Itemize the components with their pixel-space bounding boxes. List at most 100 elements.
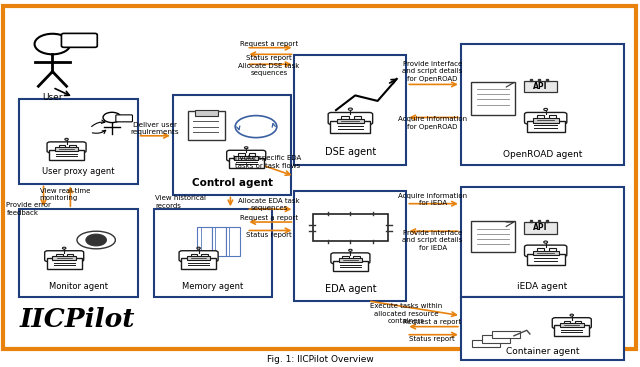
FancyBboxPatch shape [575,321,581,324]
FancyBboxPatch shape [314,214,388,241]
FancyBboxPatch shape [191,254,197,257]
FancyBboxPatch shape [532,251,559,255]
FancyBboxPatch shape [353,256,360,259]
Circle shape [544,241,548,243]
FancyBboxPatch shape [294,191,406,301]
FancyBboxPatch shape [47,258,82,269]
FancyBboxPatch shape [19,99,138,184]
Text: API: API [533,224,547,232]
Text: User: User [42,93,63,102]
FancyBboxPatch shape [52,256,76,260]
FancyBboxPatch shape [537,116,544,119]
FancyBboxPatch shape [179,251,218,262]
FancyBboxPatch shape [525,112,567,124]
Text: Container agent: Container agent [506,347,579,356]
Text: Invoke specific EDA
tasks or task flows: Invoke specific EDA tasks or task flows [234,156,301,169]
FancyBboxPatch shape [471,82,515,115]
FancyBboxPatch shape [55,148,79,151]
Text: Provide Interface
and script details
for iEDA: Provide Interface and script details for… [403,230,463,251]
FancyBboxPatch shape [49,150,84,160]
FancyBboxPatch shape [524,81,557,92]
FancyBboxPatch shape [47,142,86,153]
FancyBboxPatch shape [116,115,132,122]
Text: Request a report: Request a report [240,215,298,221]
Text: Deliver user
requirements: Deliver user requirements [131,122,179,135]
FancyBboxPatch shape [330,121,371,133]
FancyBboxPatch shape [294,55,406,165]
Text: Monitor agent: Monitor agent [49,282,108,291]
Text: Request a report: Request a report [403,319,461,325]
Text: Request a report: Request a report [240,41,298,47]
FancyBboxPatch shape [532,119,559,123]
FancyBboxPatch shape [238,153,244,156]
FancyBboxPatch shape [527,121,564,132]
Text: Status report: Status report [246,55,292,61]
FancyBboxPatch shape [59,145,65,148]
FancyBboxPatch shape [211,227,226,256]
Text: View real-time
monitoring: View real-time monitoring [40,188,90,201]
FancyBboxPatch shape [69,145,76,148]
Circle shape [544,108,548,110]
FancyBboxPatch shape [61,33,97,47]
FancyBboxPatch shape [472,340,500,347]
FancyBboxPatch shape [337,119,364,123]
FancyBboxPatch shape [564,321,570,324]
Text: EDA agent: EDA agent [324,284,376,294]
FancyBboxPatch shape [461,44,624,165]
FancyBboxPatch shape [549,116,556,119]
Text: View historical
records: View historical records [155,195,206,208]
Circle shape [197,247,200,249]
FancyBboxPatch shape [19,209,138,297]
FancyBboxPatch shape [560,323,584,327]
FancyBboxPatch shape [249,153,255,156]
FancyBboxPatch shape [331,253,370,264]
Circle shape [348,108,353,110]
Text: Memory agent: Memory agent [182,282,243,291]
FancyBboxPatch shape [226,227,240,256]
FancyBboxPatch shape [202,254,208,257]
Text: Acquire information
for OpenROAD: Acquire information for OpenROAD [398,116,467,130]
Text: Allocate EDA task
sequences: Allocate EDA task sequences [238,198,300,211]
Text: Provide interface
and script details
for OpenROAD: Provide interface and script details for… [403,61,463,82]
FancyBboxPatch shape [527,254,564,265]
FancyBboxPatch shape [56,254,63,257]
FancyBboxPatch shape [234,156,258,160]
Circle shape [35,34,70,54]
FancyBboxPatch shape [3,6,636,349]
FancyBboxPatch shape [181,258,216,269]
FancyBboxPatch shape [482,335,510,343]
Text: iEDA agent: iEDA agent [517,283,568,291]
FancyBboxPatch shape [188,111,225,140]
FancyBboxPatch shape [173,95,291,195]
Text: OpenROAD agent: OpenROAD agent [502,150,582,159]
Text: Acquire information
for iEDA: Acquire information for iEDA [398,193,467,206]
FancyBboxPatch shape [342,256,349,259]
FancyBboxPatch shape [195,110,218,116]
FancyBboxPatch shape [228,158,264,168]
Text: Fig. 1: IICPilot Overview: Fig. 1: IICPilot Overview [267,355,373,364]
Ellipse shape [77,231,115,249]
FancyBboxPatch shape [549,248,556,251]
Circle shape [65,138,68,140]
Text: Execute tasks within
allocated resource
containers: Execute tasks within allocated resource … [371,303,442,324]
Circle shape [244,147,248,149]
Text: Provide error
feedback: Provide error feedback [6,203,51,216]
FancyBboxPatch shape [45,251,84,262]
FancyBboxPatch shape [554,326,589,336]
Text: Allocate DSE task
sequences: Allocate DSE task sequences [238,63,300,76]
FancyBboxPatch shape [552,318,591,328]
FancyBboxPatch shape [197,227,211,256]
Text: Control agent: Control agent [191,178,273,188]
FancyBboxPatch shape [537,248,544,251]
FancyBboxPatch shape [354,116,361,119]
FancyBboxPatch shape [333,261,368,271]
Text: Status report: Status report [409,336,455,342]
FancyBboxPatch shape [328,112,372,124]
Text: API: API [533,82,547,91]
Text: IICPilot: IICPilot [19,307,134,332]
FancyBboxPatch shape [461,187,624,297]
Circle shape [103,112,121,123]
Circle shape [63,247,66,249]
FancyBboxPatch shape [154,209,272,297]
Circle shape [570,314,573,316]
